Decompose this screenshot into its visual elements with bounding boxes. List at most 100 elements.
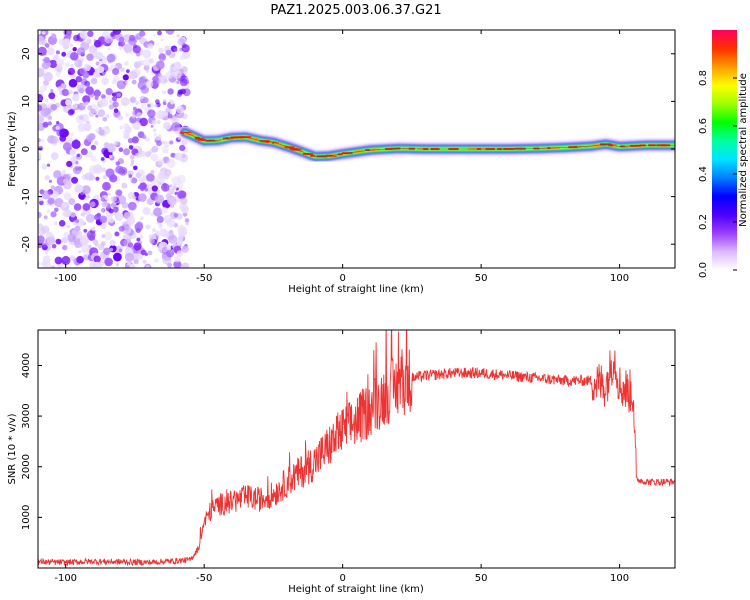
noise-speckle xyxy=(53,170,62,179)
noise-speckle xyxy=(128,174,133,178)
noise-speckle xyxy=(138,193,147,202)
noise-speckle xyxy=(93,255,101,263)
noise-speckle xyxy=(115,161,120,166)
noise-speckle xyxy=(63,232,70,238)
noise-speckle xyxy=(71,176,79,184)
noise-speckle xyxy=(99,215,108,224)
y-tick-label: 4000 xyxy=(21,353,32,378)
noise-speckle xyxy=(154,104,158,108)
noise-speckle xyxy=(165,30,175,35)
noise-speckle xyxy=(173,260,182,268)
noise-speckle xyxy=(113,76,120,83)
y-tick-label: 3000 xyxy=(21,403,32,428)
noise-speckle xyxy=(38,200,44,206)
noise-speckle xyxy=(139,117,148,127)
noise-speckle xyxy=(136,237,141,242)
noise-speckle xyxy=(133,259,139,265)
noise-speckle xyxy=(108,99,113,104)
noise-speckle xyxy=(41,163,48,170)
noise-speckle xyxy=(179,54,186,61)
noise-speckle xyxy=(50,211,57,218)
colorbar-tick-label: 0.2 xyxy=(698,214,709,230)
noise-speckle xyxy=(56,121,60,124)
noise-speckle xyxy=(50,185,55,190)
noise-speckle xyxy=(106,143,116,153)
noise-speckle xyxy=(76,255,84,264)
noise-speckle xyxy=(99,98,109,107)
noise-speckle xyxy=(142,134,147,140)
noise-speckle xyxy=(137,253,143,260)
noise-speckle xyxy=(118,36,125,43)
noise-speckle xyxy=(116,92,121,98)
noise-speckle xyxy=(180,88,186,95)
noise-speckle xyxy=(72,159,80,167)
noise-speckle xyxy=(158,224,163,229)
noise-speckle xyxy=(108,217,115,224)
snr-xlabel: Height of straight line (km) xyxy=(288,584,424,595)
noise-speckle xyxy=(151,145,159,153)
noise-speckle xyxy=(98,129,105,136)
noise-speckle xyxy=(51,153,58,161)
x-tick-label: 50 xyxy=(475,273,488,284)
noise-speckle xyxy=(145,224,151,230)
chart-title: PAZ1.2025.003.06.37.G21 xyxy=(270,3,441,18)
noise-speckle xyxy=(121,182,128,189)
frequency-ridge xyxy=(177,125,675,164)
noise-speckle xyxy=(41,31,46,35)
noise-speckle xyxy=(61,170,67,175)
noise-speckle xyxy=(89,201,96,208)
noise-speckle xyxy=(168,229,174,235)
noise-speckle xyxy=(109,239,116,246)
noise-speckle xyxy=(38,94,44,103)
noise-speckle xyxy=(131,136,139,144)
x-tick-label: 100 xyxy=(610,273,629,284)
noise-speckle xyxy=(86,65,91,70)
noise-speckle xyxy=(156,215,164,224)
snr-panel: -100 -50 0 50 100 1000 2000 3000 4000 Height of… xyxy=(7,329,676,595)
noise-speckle xyxy=(118,45,123,51)
colorbar: 0.0 0.2 0.4 0.6 0.8 Normalized spectral ampl… xyxy=(698,30,749,278)
noise-speckle xyxy=(119,125,124,130)
noise-speckle xyxy=(131,79,137,85)
noise-speckle xyxy=(157,134,162,138)
noise-speckle xyxy=(135,199,140,205)
noise-speckle xyxy=(51,265,55,268)
noise-speckle xyxy=(113,252,122,262)
noise-speckle xyxy=(73,203,82,211)
noise-speckle xyxy=(69,255,75,261)
noise-speckle xyxy=(107,192,111,196)
noise-speckle xyxy=(78,250,82,254)
noise-speckle xyxy=(154,194,164,204)
noise-speckle xyxy=(107,47,111,51)
noise-speckle xyxy=(117,115,124,121)
noise-speckle xyxy=(82,239,89,247)
noise-speckle xyxy=(166,218,176,228)
noise-speckle xyxy=(147,43,154,50)
noise-speckle xyxy=(64,62,71,68)
noise-speckle xyxy=(118,248,123,253)
noise-speckle xyxy=(166,170,171,175)
noise-speckle xyxy=(94,140,99,146)
noise-speckle xyxy=(102,174,107,179)
noise-speckle xyxy=(93,39,102,48)
noise-speckle xyxy=(106,53,116,63)
noise-speckle xyxy=(82,71,90,79)
noise-speckle xyxy=(158,47,164,54)
noise-speckle xyxy=(38,145,44,151)
noise-speckle xyxy=(181,139,188,146)
noise-speckle xyxy=(54,207,59,213)
noise-speckle xyxy=(76,84,86,93)
noise-speckle xyxy=(89,261,97,268)
noise-speckle xyxy=(139,216,144,221)
noise-speckle xyxy=(149,238,155,244)
snr-x-ticks: -100 -50 0 50 100 xyxy=(54,330,629,584)
noise-speckle xyxy=(50,104,58,111)
noise-speckle xyxy=(146,173,155,182)
noise-speckle xyxy=(47,115,52,120)
x-tick-label: -100 xyxy=(54,573,77,584)
noise-speckle xyxy=(56,58,65,67)
noise-speckle xyxy=(171,122,181,132)
noise-speckle xyxy=(173,48,178,52)
noise-speckle xyxy=(133,165,138,171)
